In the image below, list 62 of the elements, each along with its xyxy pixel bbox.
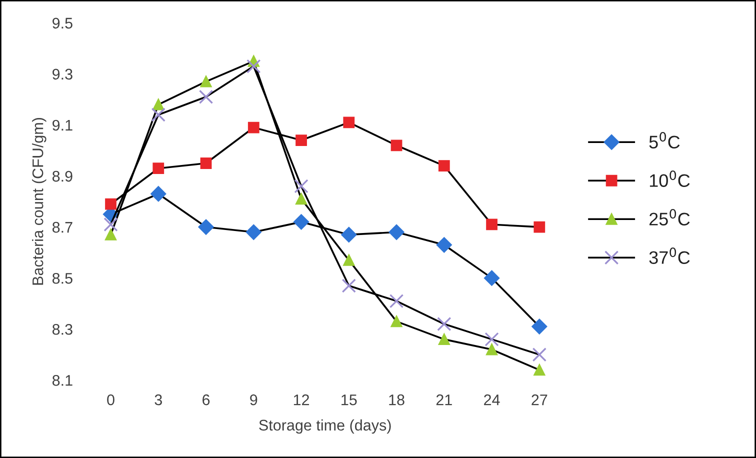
y-tick-label: 8.7 <box>52 222 72 233</box>
point <box>294 214 309 230</box>
x-tick-label: 12 <box>294 394 309 406</box>
point <box>341 226 357 242</box>
x-axis-title: Storage time (days) <box>259 419 391 434</box>
point <box>105 228 116 240</box>
point <box>296 134 307 146</box>
point <box>436 237 452 253</box>
point <box>390 316 402 328</box>
point <box>437 316 452 332</box>
x-tick-label: 9 <box>250 394 258 406</box>
x-tick-label: 24 <box>484 394 500 406</box>
point <box>534 364 546 376</box>
legend-label: 5$^{0}$C <box>649 132 680 148</box>
y-tick-label: 8.5 <box>52 272 72 284</box>
point <box>532 348 546 362</box>
legend-label: 37$^{0}$C <box>649 248 690 264</box>
point <box>248 122 260 134</box>
point <box>484 332 499 346</box>
point <box>532 318 548 334</box>
point <box>343 254 355 266</box>
x-tick-label: 18 <box>389 394 404 406</box>
point <box>104 217 118 232</box>
legend-label: 25$^{0}$C <box>649 209 690 226</box>
x-tick-label: 21 <box>436 394 452 406</box>
y-tick-label: 9.1 <box>52 120 72 131</box>
x-tick-label: 3 <box>154 394 162 406</box>
point <box>200 76 212 88</box>
point <box>151 108 166 122</box>
point <box>342 278 356 293</box>
x-tick-label: 27 <box>532 394 548 406</box>
point <box>200 158 212 169</box>
legend-label: 10$^{0}$C <box>650 170 690 187</box>
point <box>390 140 402 152</box>
x-tick-label: 6 <box>202 394 210 406</box>
point <box>438 334 450 346</box>
point <box>198 90 214 104</box>
y-axis-title: Bacteria count (CFU/gm) <box>32 118 46 285</box>
y-tick-label: 9.3 <box>52 68 72 80</box>
point <box>389 294 404 308</box>
point <box>246 59 261 74</box>
y-tick-label: 9.5 <box>52 18 72 29</box>
point <box>486 344 498 356</box>
y-tick-label: 8.3 <box>52 324 72 335</box>
point <box>486 218 498 230</box>
point <box>105 198 116 210</box>
point <box>388 224 404 240</box>
point <box>534 221 546 233</box>
point <box>152 98 164 110</box>
point <box>343 116 355 128</box>
point <box>150 186 166 202</box>
point <box>438 160 450 172</box>
point <box>296 193 307 205</box>
point <box>484 270 500 286</box>
y-tick-label: 8.9 <box>52 170 72 182</box>
x-tick-label: 15 <box>342 394 357 406</box>
point <box>198 219 214 235</box>
y-tick-label: 8.1 <box>52 375 72 386</box>
point <box>294 179 308 194</box>
x-tick-label: 0 <box>107 394 114 406</box>
point <box>152 162 164 174</box>
point <box>246 224 262 240</box>
